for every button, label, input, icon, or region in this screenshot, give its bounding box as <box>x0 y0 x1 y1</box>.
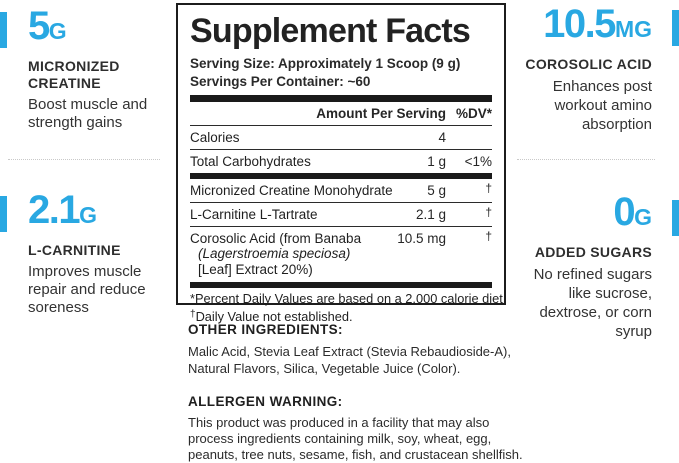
other-ingredients-heading: OTHER INGREDIENTS: <box>188 322 343 337</box>
allergen-warning-section: ALLERGEN WARNING: This product was produ… <box>188 394 523 462</box>
column-header-amount: Amount Per Serving <box>316 106 446 121</box>
stat-label-carnitine: L-CARNITINE <box>28 242 121 258</box>
stat-value-carnitine: 2.1G <box>28 190 168 235</box>
footnote-marker-dagger: † <box>190 308 196 320</box>
stat-label-sugars: ADDED SUGARS <box>534 244 652 260</box>
stat-description-corosolic: Enhances post workout amino absorption <box>552 78 652 133</box>
column-header-row: Amount Per Serving %DV* <box>190 102 492 126</box>
nutrient-dv-dagger: † <box>485 205 492 219</box>
right-accent-bar-corosolic <box>672 10 679 46</box>
nutrient-amount: 2.1 g <box>415 207 446 222</box>
other-ingredients-section: OTHER INGREDIENTS: Malic Acid, Stevia Le… <box>188 322 511 376</box>
allergen-warning-heading: ALLERGEN WARNING: <box>188 394 343 409</box>
nutrient-dv-dagger: † <box>485 181 492 195</box>
stat-number: 0 <box>613 190 635 234</box>
stat-value-sugars: 0G <box>507 192 652 237</box>
nutrient-name: Corosolic Acid (from Banaba (Lagerstroem… <box>190 232 492 278</box>
nutrient-name-extract: [Leaf] Extract 20%) <box>198 262 313 277</box>
stat-label-creatine: MICRONIZED CREATINE <box>28 58 120 91</box>
stat-corosolic-acid: 10.5MG COROSOLIC ACID Enhances post work… <box>507 4 679 134</box>
right-accent-bar-sugars <box>672 200 679 236</box>
stat-l-carnitine: 2.1G L-CARNITINE Improves muscle repair … <box>0 190 168 317</box>
stat-number: 2.1 <box>28 188 81 232</box>
thick-rule-bottom <box>190 282 492 288</box>
footnote-daily-values: *Percent Daily Values are based on a 2,0… <box>190 291 507 306</box>
nutrient-amount: 5 g <box>427 183 446 198</box>
serving-size: Serving Size: Approximately 1 Scoop (9 g… <box>190 56 461 71</box>
stat-unit: MG <box>614 16 652 42</box>
nutrient-name: L-Carnitine L-Tartrate <box>190 207 318 222</box>
stat-unit: G <box>79 202 97 228</box>
nutrient-row-creatine: Micronized Creatine Monohydrate 5 g † <box>190 179 492 203</box>
stat-added-sugars: 0G ADDED SUGARS No refined sugars like s… <box>507 192 679 341</box>
stat-description-creatine: Boost muscle and strength gains <box>28 96 148 131</box>
stat-description-sugars: No refined sugars like sucrose, dextrose… <box>533 266 652 340</box>
supplement-facts-panel: Supplement Facts Serving Size: Approxima… <box>176 3 506 324</box>
stat-value-corosolic: 10.5MG <box>507 4 652 49</box>
footnotes: *Percent Daily Values are based on a 2,0… <box>190 291 507 324</box>
left-accent-bar-carnitine <box>0 196 7 232</box>
thick-rule-middle <box>190 173 492 179</box>
stat-label-corosolic: COROSOLIC ACID <box>525 56 652 72</box>
panel-title: Supplement Facts <box>190 12 471 50</box>
stat-micronized-creatine: 5G MICRONIZED CREATINE Boost muscle and … <box>0 6 168 132</box>
nutrient-row-carnitine: L-Carnitine L-Tartrate 2.1 g † <box>190 203 492 227</box>
stat-number: 10.5 <box>543 2 616 46</box>
footnote-daily-value-not-established: †Daily Value not established. <box>190 308 353 324</box>
stat-description-carnitine: Improves muscle repair and reduce sorene… <box>28 263 146 316</box>
footnote-marker-asterisk: * <box>190 291 195 306</box>
nutrient-name: Calories <box>190 130 240 145</box>
column-header-dv: %DV* <box>455 106 492 121</box>
nutrient-name: Total Carbohydrates <box>190 154 311 169</box>
stat-unit: G <box>634 204 652 230</box>
thick-rule-top <box>190 95 492 102</box>
nutrient-row-calories: Calories 4 <box>190 126 492 150</box>
nutrient-row-carbohydrates: Total Carbohydrates 1 g <1% <box>190 150 492 173</box>
nutrient-dv: <1% <box>464 154 492 169</box>
nutrient-row-corosolic: Corosolic Acid (from Banaba (Lagerstroem… <box>190 227 492 282</box>
servings-per-container: Servings Per Container: ~60 <box>190 74 371 89</box>
nutrient-amount: 1 g <box>427 154 446 169</box>
nutrient-name: Micronized Creatine Monohydrate <box>190 183 393 198</box>
stat-value-creatine: 5G <box>28 6 168 51</box>
left-dotted-divider <box>8 159 160 160</box>
nutrient-amount: 4 <box>438 130 446 145</box>
nutrient-dv-dagger: † <box>485 229 492 243</box>
right-dotted-divider <box>517 159 655 160</box>
left-accent-bar-creatine <box>0 12 7 48</box>
nutrient-name-botanical: (Lagerstroemia speciosa) <box>198 246 351 261</box>
stat-number: 5 <box>28 4 50 48</box>
nutrient-amount: 10.5 mg <box>397 231 446 246</box>
stat-unit: G <box>48 18 67 44</box>
